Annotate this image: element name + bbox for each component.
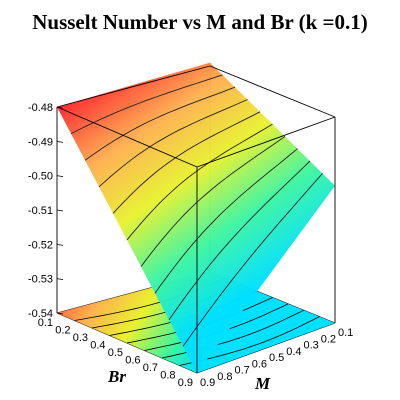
surface-contour [98,99,248,188]
surface-contour [112,111,261,214]
z-tick-label: -0.53 [28,274,53,286]
surface-contour [84,86,236,161]
z-tick [56,209,64,212]
axis-ticks: -0.48-0.49-0.50-0.51-0.52-0.53-0.540.10.… [28,102,353,389]
x-tick-label: 0.4 [90,340,105,352]
y-axis-label: M [254,374,271,393]
y-tick-label: 0.1 [338,327,353,339]
z-tick [56,106,64,109]
x-tick-label: 0.2 [55,325,70,337]
y-tick-label: 0.8 [217,371,232,383]
surface-contour [126,123,273,241]
z-tick [56,140,64,143]
surface-contour [70,74,223,135]
z-tick [56,278,64,281]
z-tick [56,243,64,246]
box-edge [196,116,336,168]
x-tick-label: 0.3 [73,332,88,344]
x-tick-label: 0.7 [143,362,158,374]
x-axis-label: Br [107,367,126,386]
y-tick-label: 0.7 [235,365,250,377]
y-tick-label: 0.5 [269,352,284,364]
surface-fill [57,62,335,373]
y-tick-label: 0.2 [321,333,336,345]
y-tick-label: 0.4 [286,346,301,358]
box-edge [56,106,198,168]
surface-contour [140,136,286,267]
surface-contour [182,173,323,347]
z-tick-label: -0.50 [28,171,53,183]
x-tick-label: 0.6 [125,355,140,367]
chart-title: Nusselt Number vs M and Br (k =0.1) [32,10,368,34]
box-edge [209,65,336,118]
z-tick-label: -0.51 [28,205,53,217]
x-tick-label: 0.8 [160,370,175,382]
z-tick-label: -0.54 [28,308,53,320]
z-tick [56,312,64,315]
x-tick-label: 0.9 [178,377,193,389]
surface-contour [168,160,311,321]
x-tick-label: 0.5 [108,347,123,359]
surface-contour [154,148,298,294]
box-edge [56,65,211,108]
z-tick-label: -0.52 [28,239,53,251]
z-tick-label: -0.48 [28,102,53,114]
y-tick-label: 0.3 [304,340,319,352]
y-tick-label: 0.6 [252,358,267,370]
x-tick-label: 0.1 [38,317,53,329]
z-tick-label: -0.49 [28,136,53,148]
z-tick [56,175,64,178]
y-tick-label: 0.9 [200,377,215,389]
surface-mesh [57,62,335,373]
